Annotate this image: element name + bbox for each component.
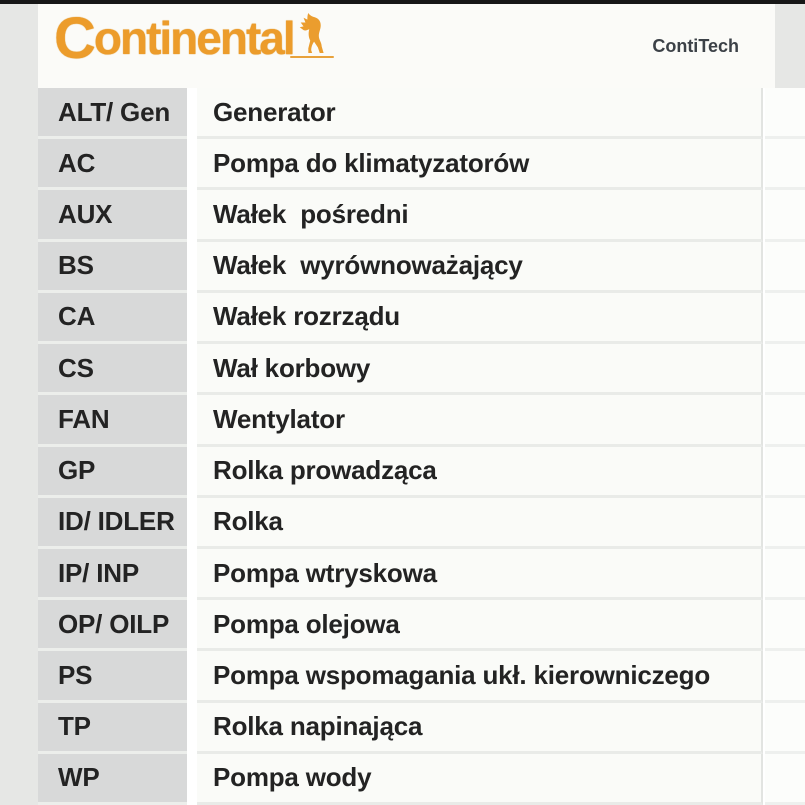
legend-row: IP/ INP Pompa wtryskowa	[38, 548, 805, 601]
legend-row: BS Wałek wyrównoważający	[38, 241, 805, 293]
desc-cell: Rolka	[197, 497, 763, 549]
continental-horse-icon	[296, 12, 334, 54]
abbr-cell: CS	[38, 344, 187, 396]
legend-row: WP Pompa wody	[38, 753, 805, 805]
legend-row: TP Rolka napinająca	[38, 702, 805, 754]
row-tail	[765, 548, 805, 601]
row-tail	[765, 292, 805, 345]
desc-cell: Pompa wody	[197, 753, 763, 805]
legend-row: AUX Wałek pośredni	[38, 190, 805, 242]
desc-cell: Rolka prowadząca	[197, 446, 763, 498]
abbr-cell: TP	[38, 702, 187, 754]
header: Continental ContiTech	[38, 4, 775, 89]
abbr-cell: FAN	[38, 395, 187, 447]
logo-underline	[290, 56, 334, 58]
contitech-label: ContiTech	[652, 36, 739, 56]
row-tail	[765, 395, 805, 447]
abbr-cell: AC	[38, 139, 187, 191]
desc-cell: Generator	[197, 88, 763, 140]
abbr-cell: ALT/ Gen	[38, 88, 187, 140]
desc-cell: Wałek pośredni	[197, 190, 763, 242]
desc-cell: Pompa wtryskowa	[197, 548, 763, 601]
desc-cell: Wałek rozrządu	[197, 292, 763, 345]
row-tail	[765, 651, 805, 703]
abbr-cell: BS	[38, 241, 187, 293]
row-tail	[765, 600, 805, 652]
logo-wordmark: ontinental	[93, 12, 296, 64]
abbr-cell: AUX	[38, 190, 187, 242]
abbr-cell: ID/ IDLER	[38, 497, 187, 549]
desc-cell: Wentylator	[197, 395, 763, 447]
desc-cell: Pompa do klimatyzatorów	[197, 139, 763, 191]
legend-row: FAN Wentylator	[38, 395, 805, 447]
legend-row: ID/ IDLER Rolka	[38, 497, 805, 549]
logo-letter-c: C	[54, 6, 96, 71]
row-tail	[765, 344, 805, 396]
legend-row: AC Pompa do klimatyzatorów	[38, 139, 805, 191]
abbr-cell: CA	[38, 292, 187, 345]
legend-row: PS Pompa wspomagania ukł. kierowniczego	[38, 651, 805, 703]
row-tail	[765, 753, 805, 805]
abbr-cell: OP/ OILP	[38, 600, 187, 652]
legend-row: CA Wałek rozrządu	[38, 292, 805, 345]
legend-row: CS Wał korbowy	[38, 344, 805, 396]
abbreviation-legend-table: ALT/ Gen Generator AC Pompa do klimatyza…	[38, 88, 805, 805]
legend-row: GP Rolka prowadząca	[38, 446, 805, 498]
abbr-cell: GP	[38, 446, 187, 498]
desc-cell: Pompa wspomagania ukł. kierowniczego	[197, 651, 763, 703]
desc-cell: Rolka napinająca	[197, 702, 763, 754]
legend-row: ALT/ Gen Generator	[38, 88, 805, 140]
row-tail	[765, 88, 805, 140]
desc-cell: Pompa olejowa	[197, 600, 763, 652]
abbr-cell: WP	[38, 753, 187, 805]
desc-cell: Wałek wyrównoważający	[197, 241, 763, 293]
top-border-bar	[0, 0, 805, 4]
row-tail	[765, 497, 805, 549]
row-tail	[765, 446, 805, 498]
row-tail	[765, 190, 805, 242]
continental-logo: Continental	[54, 10, 296, 68]
row-tail	[765, 702, 805, 754]
legend-row: OP/ OILP Pompa olejowa	[38, 600, 805, 652]
row-tail	[765, 139, 805, 191]
row-tail	[765, 241, 805, 293]
abbr-cell: PS	[38, 651, 187, 703]
abbr-cell: IP/ INP	[38, 548, 187, 601]
desc-cell: Wał korbowy	[197, 344, 763, 396]
